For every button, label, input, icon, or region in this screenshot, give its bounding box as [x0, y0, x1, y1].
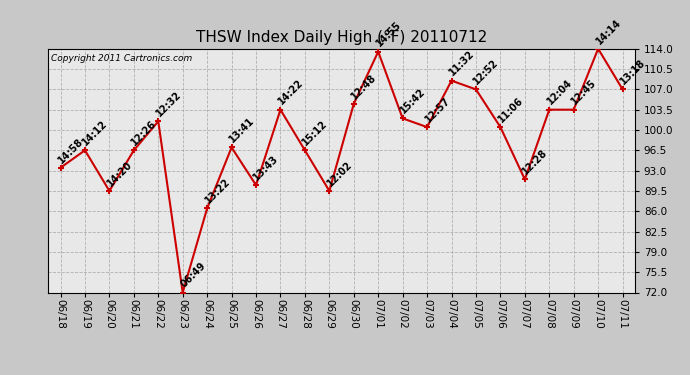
Text: 13:22: 13:22 — [203, 177, 232, 206]
Text: Copyright 2011 Cartronics.com: Copyright 2011 Cartronics.com — [51, 54, 193, 63]
Text: 12:48: 12:48 — [349, 72, 379, 101]
Text: 11:32: 11:32 — [447, 49, 476, 78]
Text: 06:49: 06:49 — [179, 261, 208, 290]
Text: 14:14: 14:14 — [594, 17, 623, 46]
Text: 15:42: 15:42 — [398, 87, 427, 116]
Text: 12:02: 12:02 — [325, 159, 354, 188]
Text: 15:12: 15:12 — [301, 118, 330, 147]
Text: 12:52: 12:52 — [472, 58, 501, 87]
Text: 14:12: 14:12 — [81, 118, 110, 147]
Text: 14:20: 14:20 — [105, 159, 134, 188]
Text: 12:32: 12:32 — [154, 90, 183, 118]
Text: 13:43: 13:43 — [252, 153, 281, 182]
Text: 11:06: 11:06 — [496, 95, 525, 124]
Title: THSW Index Daily High (°F) 20110712: THSW Index Daily High (°F) 20110712 — [196, 30, 487, 45]
Text: 12:57: 12:57 — [423, 95, 452, 124]
Text: 12:26: 12:26 — [130, 118, 159, 147]
Text: 12:04: 12:04 — [545, 78, 574, 107]
Text: 12:45: 12:45 — [569, 78, 598, 107]
Text: 14:55: 14:55 — [374, 20, 403, 49]
Text: 14:58: 14:58 — [56, 136, 86, 165]
Text: 13:41: 13:41 — [227, 116, 256, 145]
Text: 14:22: 14:22 — [276, 78, 305, 107]
Text: 13:18: 13:18 — [618, 57, 647, 87]
Text: 12:28: 12:28 — [520, 147, 550, 177]
